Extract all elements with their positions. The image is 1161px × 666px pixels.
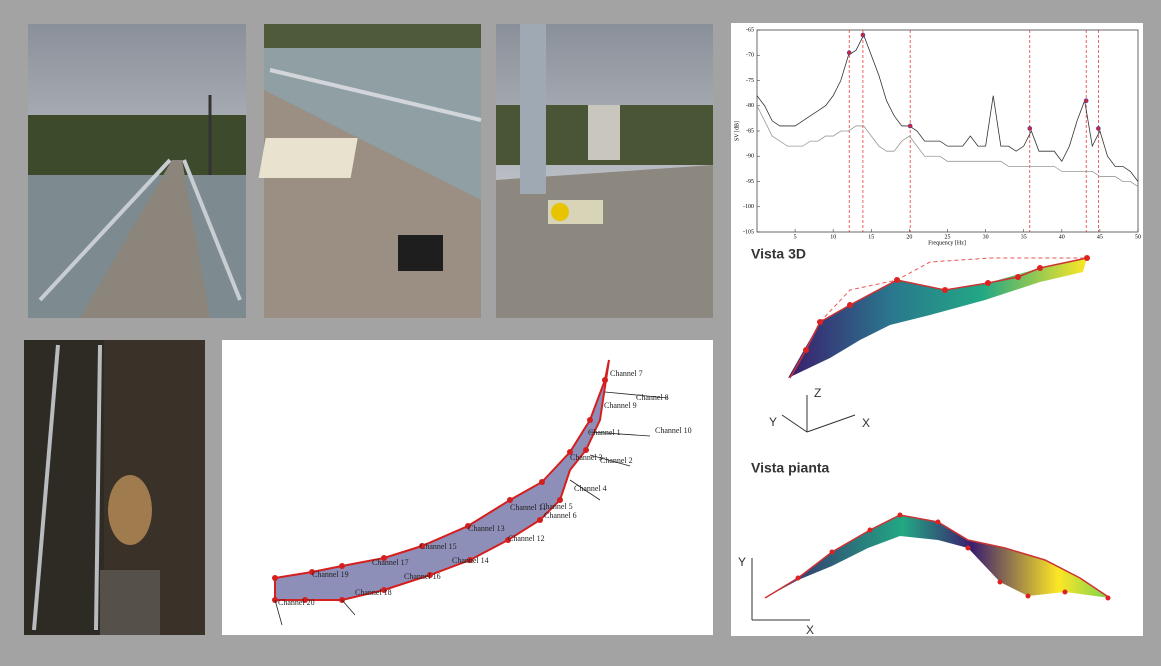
photo-sensor (496, 24, 713, 318)
channel-label: Channel 15 (420, 542, 457, 551)
y-tick-label: -85 (746, 128, 754, 134)
peak-marker (1027, 126, 1033, 131)
channel-label: Channel 7 (610, 369, 643, 378)
y-tick-label: -70 (746, 53, 754, 59)
view-title: Vista pianta (751, 460, 830, 476)
x-tick-label: 30 (983, 234, 989, 240)
channel-label: Channel 13 (468, 524, 505, 533)
x-tick-label: 25 (945, 234, 951, 240)
x-tick-label: 50 (1135, 234, 1141, 240)
y-tick-label: -80 (746, 103, 754, 109)
y-tick-label: -95 (746, 179, 754, 185)
x-tick-label: 45 (1097, 234, 1103, 240)
photo-tunnel-ladder (24, 340, 205, 635)
axis-letter: X (806, 623, 814, 637)
mode-shape-plan (764, 512, 1111, 601)
peak-marker (860, 32, 866, 38)
x-tick-label: 20 (906, 234, 912, 240)
x-axis-label: Frequency [Hz] (928, 240, 966, 246)
channel-label: Channel 14 (452, 556, 489, 565)
right-panel (731, 23, 1143, 636)
y-tick-label: -105 (743, 229, 754, 235)
channel-label: Channel 12 (508, 534, 545, 543)
x-tick-label: 15 (868, 234, 874, 240)
spectrum-plot: 5 10 15 20 25 30 35 40 45 50 -105 -100 -95 -90 -85 -80 -… (743, 27, 1141, 240)
y-tick-label: -100 (743, 204, 754, 210)
view-title: Vista 3D (751, 246, 806, 262)
photo-dam-walkway (28, 24, 246, 318)
y-axis-label: SV [dB] (734, 121, 740, 141)
axis-triad-3d (781, 395, 856, 433)
channel-label: Channel 16 (404, 572, 441, 581)
peak-marker (907, 123, 913, 129)
channel-label: Channel 11 (510, 503, 546, 512)
x-tick-label: 5 (794, 234, 797, 240)
sensor-layout-panel: Channel 7 Channel 8 Channel 9 Channel 1 … (222, 340, 713, 635)
y-tick-label: -90 (746, 154, 754, 160)
axis-letter: Z (814, 386, 821, 400)
x-tick-label: 40 (1059, 234, 1065, 240)
channel-label: Channel 6 (544, 511, 577, 520)
axis-triad-plan (751, 558, 810, 621)
peak-marker (1096, 126, 1101, 131)
x-tick-label: 10 (830, 234, 836, 240)
channel-label: Channel 2 (600, 456, 633, 465)
spectrum-line (756, 34, 1139, 182)
channel-label: Channel 20 (278, 598, 315, 607)
axis-letter: X (862, 416, 870, 430)
channel-label: Channel 3 (570, 453, 603, 462)
spectrum-line (756, 105, 1139, 187)
channel-label: Channel 8 (636, 393, 669, 402)
channel-label: Channel 18 (355, 588, 392, 597)
channel-label: Channel 19 (312, 570, 349, 579)
peak-marker (846, 50, 852, 56)
channel-label: Channel 17 (372, 558, 409, 567)
channel-label: Channel 5 (540, 502, 573, 511)
mode-shape-3d (788, 255, 1090, 379)
y-tick-label: -75 (746, 78, 754, 84)
channel-label: Channel 10 (655, 426, 692, 435)
x-tick-label: 35 (1021, 234, 1027, 240)
channel-label: Channel 4 (574, 484, 607, 493)
photo-lake-equipment (258, 24, 482, 318)
channel-label: Channel 9 (604, 401, 637, 410)
axis-letter: Y (738, 555, 746, 569)
y-tick-label: -65 (746, 27, 754, 33)
channel-label: Channel 1 (588, 428, 621, 437)
peak-marker (1083, 98, 1089, 103)
axis-letter: Y (769, 415, 777, 429)
